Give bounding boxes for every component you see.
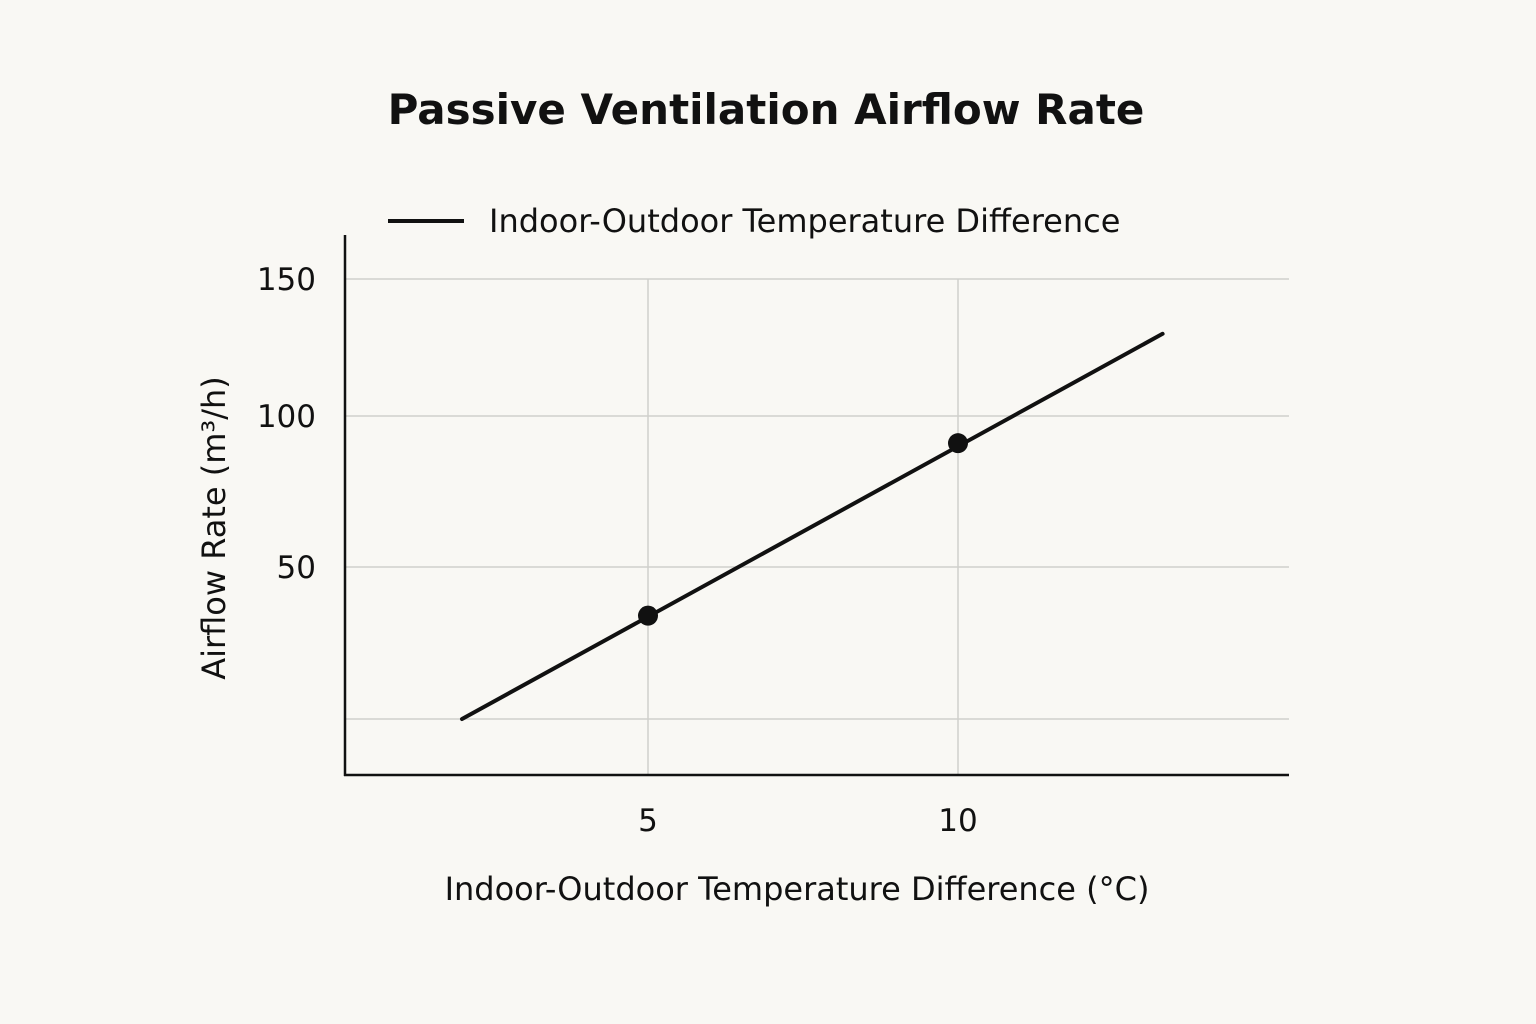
gridlines	[345, 278, 1289, 775]
tick-labels: 50 100 150 5 10	[257, 262, 978, 839]
series	[460, 331, 1165, 721]
series-line	[460, 331, 1165, 721]
y-tick-label: 50	[277, 550, 316, 586]
x-axis-label: Indoor-Outdoor Temperature Difference (°…	[445, 870, 1150, 908]
y-axis-label: Airflow Rate (m³/h)	[195, 376, 233, 680]
legend-label: Indoor-Outdoor Temperature Difference	[489, 202, 1120, 240]
axes	[343, 235, 1289, 777]
legend: Indoor-Outdoor Temperature Difference	[388, 202, 1120, 240]
chart-title: Passive Ventilation Airflow Rate	[388, 85, 1145, 134]
data-point	[948, 433, 968, 454]
y-tick-label: 100	[257, 399, 316, 435]
data-point	[638, 605, 658, 626]
y-tick-label: 150	[257, 262, 316, 298]
x-tick-label: 5	[638, 803, 658, 839]
x-tick-label: 10	[938, 803, 977, 839]
